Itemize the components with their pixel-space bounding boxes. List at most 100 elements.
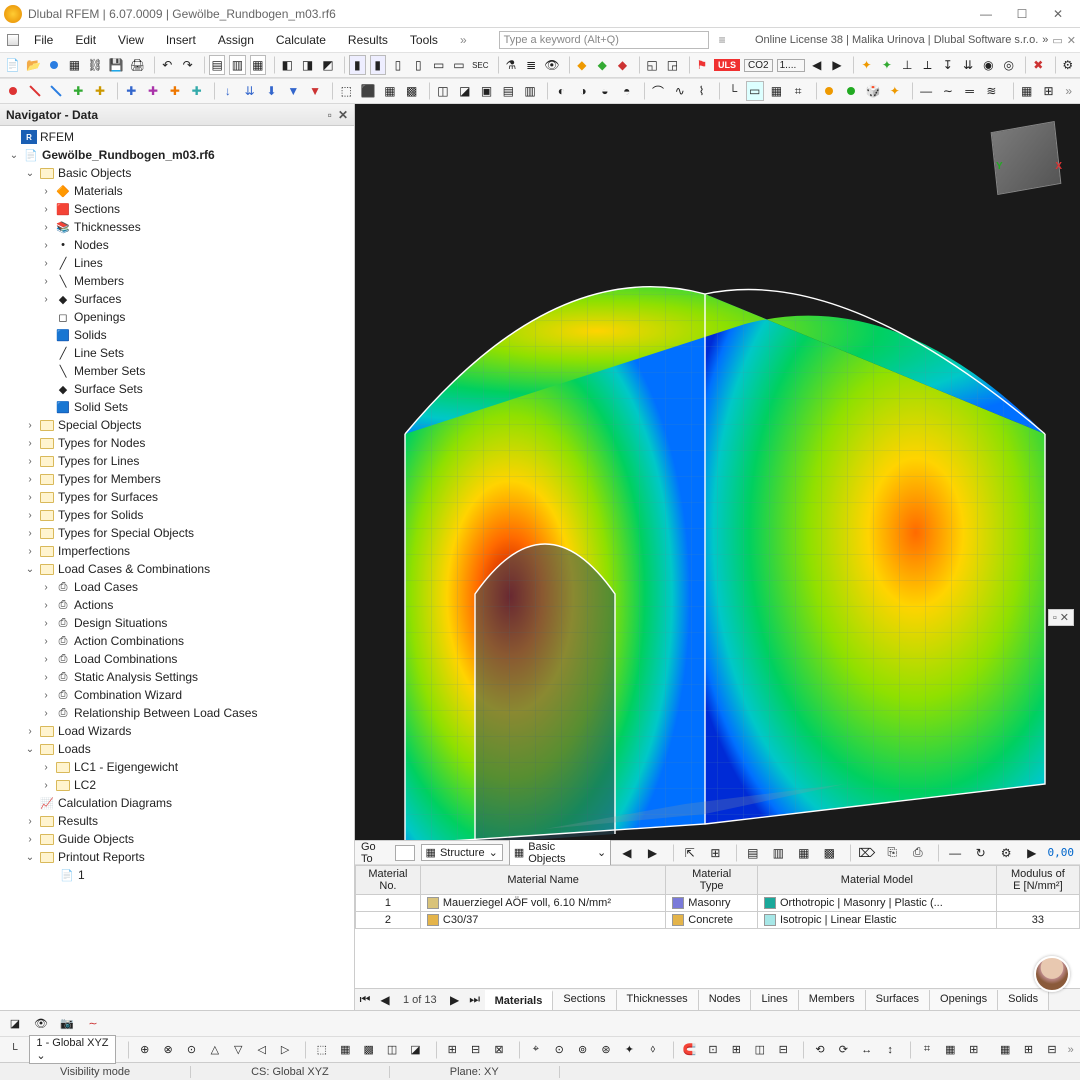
flag-icon[interactable]: ⚑: [694, 55, 710, 75]
bb2-x-icon[interactable]: ⌗: [919, 1041, 934, 1059]
tree-guide-objects[interactable]: ›Guide Objects: [2, 830, 354, 848]
tbl-i-icon[interactable]: ⎙: [908, 843, 928, 863]
t2-t-icon[interactable]: ⌒: [649, 81, 667, 101]
table-row[interactable]: 1 Mauerziegel AÖF voll, 6.10 N/mm² Mason…: [356, 895, 1080, 912]
layers-icon[interactable]: ≣: [523, 55, 539, 75]
navigator-tree[interactable]: RRFEM ⌄📄Gewölbe_Rundbogen_m03.rf6 ⌄Basic…: [0, 126, 354, 1010]
bb2-magnet-icon[interactable]: 🧲: [682, 1041, 697, 1059]
tbl-a-icon[interactable]: ⇱: [680, 843, 700, 863]
uls-badge[interactable]: ULS: [714, 59, 740, 71]
t2-v-icon[interactable]: ⌇: [693, 81, 711, 101]
tbl-next-icon[interactable]: ▶: [643, 843, 663, 863]
gear-a-icon[interactable]: ✖: [1030, 55, 1046, 75]
tbl-l-icon[interactable]: ⚙: [996, 843, 1016, 863]
t2-a-icon[interactable]: ✚: [69, 81, 87, 101]
t2-load-d-icon[interactable]: ▼: [284, 81, 302, 101]
tree-group-types-for-surfaces[interactable]: ›Types for Surfaces: [2, 488, 354, 506]
bb1-b-icon[interactable]: 👁: [32, 1015, 50, 1033]
tree-item-sections[interactable]: ›🟥Sections: [2, 200, 354, 218]
nav-prev-icon[interactable]: ◀: [809, 55, 825, 75]
bb2-snap-b-icon[interactable]: ⊙: [552, 1041, 567, 1059]
view-cube[interactable]: X Y: [986, 118, 1066, 198]
tbl-f-icon[interactable]: ▩: [820, 843, 840, 863]
t2-end-b-icon[interactable]: ⊞: [1040, 81, 1058, 101]
t2-col-c-icon[interactable]: 🎲: [864, 81, 882, 101]
tool-b-icon[interactable]: ◨: [299, 55, 315, 75]
t2-cs-b-icon[interactable]: ▭: [746, 81, 764, 101]
t2-cs-d-icon[interactable]: ⌗: [789, 81, 807, 101]
col-header[interactable]: Modulus ofE [N/mm²]: [996, 866, 1079, 895]
bb2-r-icon[interactable]: ◫: [752, 1041, 767, 1059]
tree-lc-design-situations[interactable]: ›⎙Design Situations: [2, 614, 354, 632]
bb2-snap-e-icon[interactable]: ✦: [622, 1041, 637, 1059]
tbl-g-icon[interactable]: ⌦: [857, 843, 877, 863]
menu-insert[interactable]: Insert: [156, 31, 206, 49]
tree-group-imperfections[interactable]: ›Imperfections: [2, 542, 354, 560]
undo-icon[interactable]: ↶: [159, 55, 175, 75]
menu-calculate[interactable]: Calculate: [266, 31, 336, 49]
tree-lc-action-combinations[interactable]: ›⎙Action Combinations: [2, 632, 354, 650]
bb2-z-icon[interactable]: ⊞: [966, 1041, 981, 1059]
menu-view[interactable]: View: [108, 31, 154, 49]
tree-printout-item[interactable]: 📄1: [2, 866, 354, 884]
surf-a-icon[interactable]: ◆: [574, 55, 590, 75]
t2-cs-a-icon[interactable]: └: [724, 81, 742, 101]
t2-dash-c-icon[interactable]: ═: [961, 81, 979, 101]
tree-load-lc1---eigengewicht[interactable]: ›LC1 - Eigengewicht: [2, 758, 354, 776]
t2-line-icon[interactable]: [26, 81, 44, 101]
t2-k-icon[interactable]: ◫: [434, 81, 452, 101]
coord-system-combo[interactable]: 1 - Global XYZ ⌄: [29, 1035, 115, 1064]
filter-icon[interactable]: ⚗: [503, 55, 519, 75]
bb2-end-c-icon[interactable]: ⊟: [1044, 1041, 1059, 1059]
tree-lc-load-cases[interactable]: ›⎙Load Cases: [2, 578, 354, 596]
t2-f-icon[interactable]: ✚: [188, 81, 206, 101]
tree-load-wizards[interactable]: ›Load Wizards: [2, 722, 354, 740]
bb1-d-icon[interactable]: ∼: [84, 1015, 102, 1033]
tbl-prev-icon[interactable]: ◀: [617, 843, 637, 863]
bb2-snap-c-icon[interactable]: ⊚: [575, 1041, 590, 1059]
axis-6-icon[interactable]: ◎: [1001, 55, 1017, 75]
t2-col-b-icon[interactable]: [842, 81, 860, 101]
col-header[interactable]: MaterialNo.: [356, 866, 421, 895]
t2-i-icon[interactable]: ▦: [381, 81, 399, 101]
t2-h-icon[interactable]: ⬛: [359, 81, 377, 101]
t2-r-icon[interactable]: ◒: [596, 81, 614, 101]
cube-b-icon[interactable]: ◲: [664, 55, 680, 75]
dock-icon[interactable]: ▭: [1052, 34, 1062, 47]
table-panel-dock[interactable]: ▫ ✕: [1048, 609, 1074, 626]
grid-tool-icon[interactable]: ▦: [66, 55, 82, 75]
t2-m-icon[interactable]: ▣: [478, 81, 496, 101]
circle-tool-icon[interactable]: [46, 55, 62, 75]
combo-selector[interactable]: 1....: [777, 59, 805, 72]
aux-close-icon[interactable]: ✕: [1067, 34, 1076, 47]
structure-combo[interactable]: ▦ Structure ⌄: [421, 844, 503, 861]
redo-icon[interactable]: ↷: [179, 55, 195, 75]
bb2-f-icon[interactable]: ◁: [254, 1041, 269, 1059]
t2-p-icon[interactable]: ◐: [552, 81, 570, 101]
bb2-snap-d-icon[interactable]: ⊛: [598, 1041, 613, 1059]
save-icon[interactable]: 💾: [108, 55, 125, 75]
surf-c-icon[interactable]: ◆: [614, 55, 630, 75]
tbl-e-icon[interactable]: ▦: [794, 843, 814, 863]
view-1-icon[interactable]: ▤: [209, 55, 225, 75]
menu-assign[interactable]: Assign: [208, 31, 264, 49]
view-3-icon[interactable]: ▦: [250, 55, 266, 75]
bb2-y-icon[interactable]: ▦: [943, 1041, 958, 1059]
menu-file[interactable]: File: [24, 31, 63, 49]
bb2-m-icon[interactable]: ⊞: [445, 1041, 460, 1059]
t2-q-icon[interactable]: ◑: [574, 81, 592, 101]
tbl-h-icon[interactable]: ⎘: [882, 843, 902, 863]
table-row[interactable]: 2 C30/37 Concrete Isotropic | Linear Ela…: [356, 912, 1080, 929]
t2-u-icon[interactable]: ∿: [671, 81, 689, 101]
bb2-u-icon[interactable]: ⟳: [836, 1041, 851, 1059]
close-button[interactable]: ✕: [1040, 2, 1076, 26]
tbl-m-icon[interactable]: ▶: [1022, 843, 1042, 863]
user-avatar[interactable]: [1034, 956, 1070, 992]
panel-e-icon[interactable]: ▭: [430, 55, 446, 75]
bb2-overflow-icon[interactable]: »: [1068, 1044, 1074, 1056]
t2-end-a-icon[interactable]: ▦: [1018, 81, 1036, 101]
bb2-a-icon[interactable]: ⊕: [137, 1041, 152, 1059]
t2-o-icon[interactable]: ▥: [521, 81, 539, 101]
bb2-d-icon[interactable]: △: [207, 1041, 222, 1059]
tree-load-lc2[interactable]: ›LC2: [2, 776, 354, 794]
